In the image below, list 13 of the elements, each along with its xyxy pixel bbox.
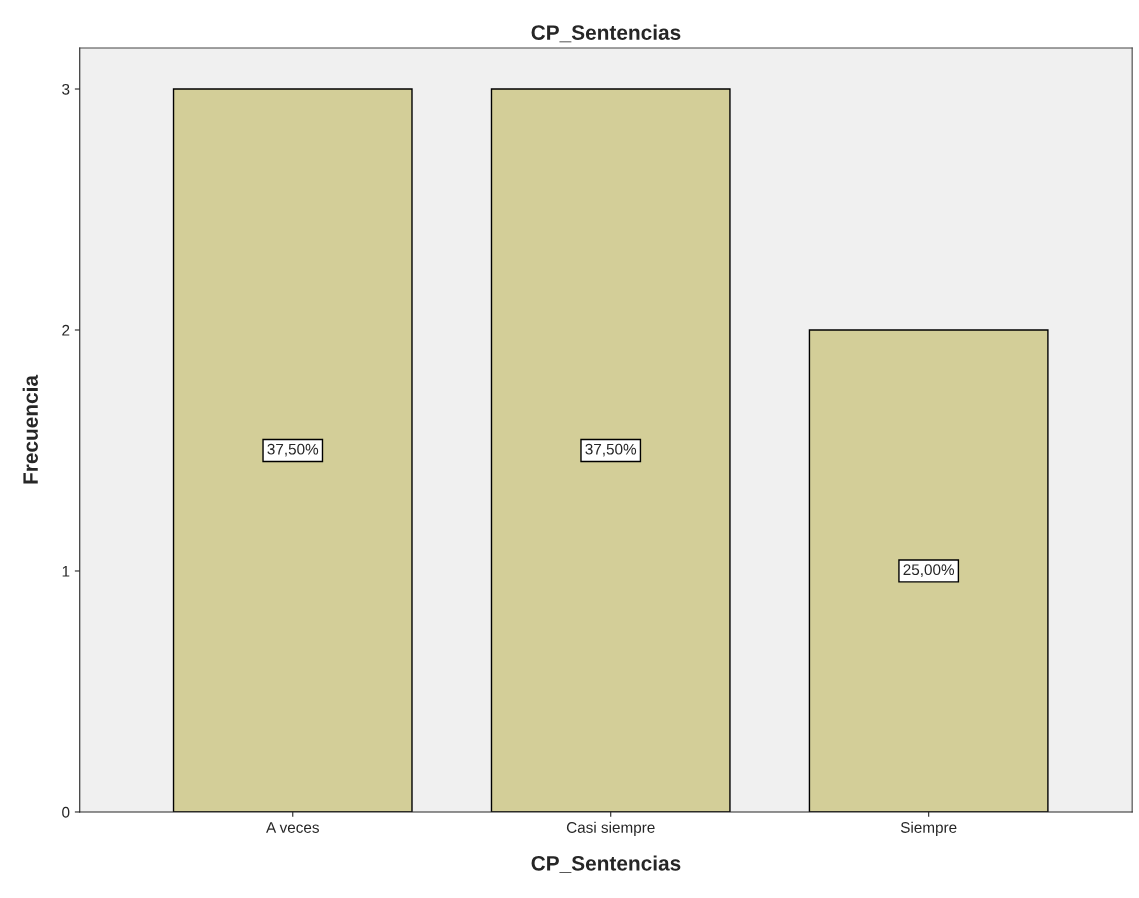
- annotation: 37,50%: [585, 443, 637, 457]
- chart-title: CP_Sentencias: [531, 24, 681, 43]
- y-tick-label: 2: [62, 324, 70, 336]
- y-tick-label: 0: [62, 806, 70, 818]
- annotation: 25,00%: [903, 564, 955, 577]
- x-axis-title: CP_Sentencias: [531, 855, 681, 874]
- y-axis-title: Frecuencia: [22, 374, 38, 484]
- y-tick-label: 1: [62, 566, 70, 577]
- x-tick-label: Siempre: [900, 821, 957, 836]
- x-tick-label: Casi siempre: [566, 821, 655, 836]
- y-tick-label: 3: [62, 83, 70, 95]
- x-tick-label: A veces: [266, 822, 319, 833]
- annotation: 37,50%: [267, 443, 319, 457]
